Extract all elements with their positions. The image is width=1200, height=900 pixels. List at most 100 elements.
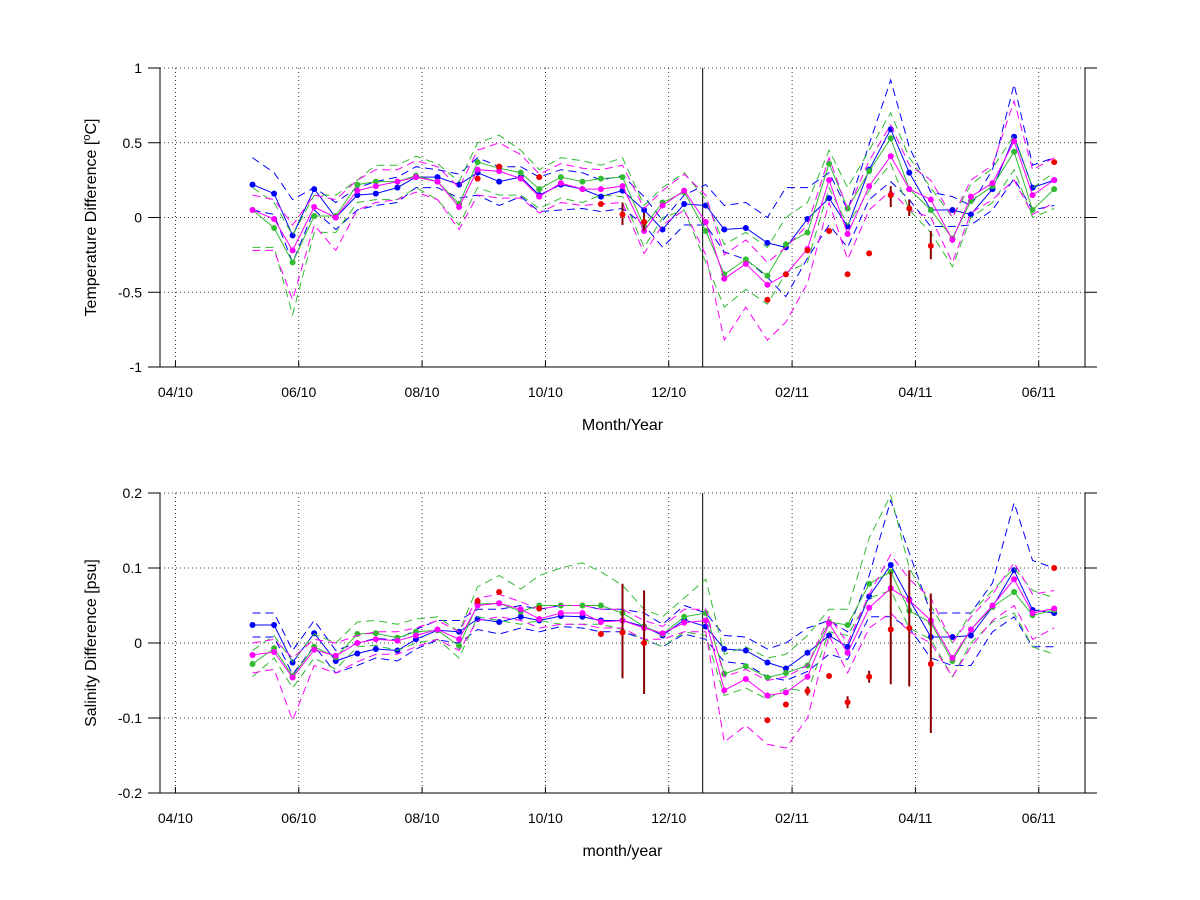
observation-point [536, 605, 543, 612]
series-blue-lower-bound [252, 616, 1055, 682]
series-green-point [927, 207, 934, 214]
series-magenta-point [659, 202, 666, 209]
y-axis-label-sup: o [81, 135, 93, 141]
series-magenta-point [249, 652, 256, 658]
series-magenta-point [906, 186, 913, 193]
x-tick-label: 04/11 [898, 810, 932, 826]
x-tick-label: 10/10 [528, 384, 563, 400]
y-axis-label-main: Temperature Difference [ [83, 140, 100, 316]
series-blue-point [967, 632, 974, 639]
y-tick-label: 1 [134, 60, 142, 76]
series-magenta-point [1029, 610, 1036, 616]
series-green-point [557, 174, 564, 181]
series-magenta-point [949, 236, 956, 243]
y-tick-label: -0.1 [118, 710, 142, 726]
series-green-point [517, 169, 524, 176]
observation-point [496, 163, 503, 170]
series-blue-point [289, 232, 296, 239]
series-magenta-point [354, 187, 361, 194]
series-magenta-point [702, 218, 709, 225]
series-blue-point [434, 174, 441, 181]
series-green-point [597, 175, 604, 182]
series-magenta-point [311, 646, 318, 653]
series-magenta-point [557, 610, 564, 616]
y-tick-label: -0.2 [118, 785, 142, 801]
series-green-point [826, 160, 833, 167]
series-magenta-point [742, 260, 749, 267]
temperature-panel: 04/10 06/10 08/10 10/10 12/10 02/11 04/11 06/11… [81, 60, 1097, 434]
series-green-point [702, 227, 709, 234]
series-magenta-point [681, 619, 688, 626]
series-blue-point [496, 178, 503, 185]
series-magenta-point [721, 687, 728, 694]
observation-point [887, 626, 894, 633]
series-blue-point [271, 622, 278, 628]
observation-point [619, 629, 626, 636]
series-magenta-point [496, 168, 503, 175]
series-green-point [804, 229, 811, 236]
series-magenta-point [271, 649, 278, 655]
observation-point [844, 699, 851, 706]
series-magenta-point [1051, 605, 1058, 612]
series-magenta-point [702, 617, 709, 624]
observation-point [764, 296, 771, 303]
x-tick-label: 04/10 [158, 810, 193, 826]
series-blue-point [271, 190, 278, 197]
series-blue-point [742, 224, 749, 231]
series-green-point [782, 670, 789, 676]
series-magenta-point [517, 606, 524, 613]
series-blue-point [906, 169, 913, 176]
series-blue-point [496, 619, 503, 625]
series-magenta-point [887, 153, 894, 160]
x-tick-label: 06/11 [1022, 384, 1056, 400]
x-tick-label: 02/11 [775, 384, 809, 400]
y-axis-label: Salinity Difference [psu] [83, 559, 100, 727]
series-green-point [1011, 148, 1018, 155]
series-magenta-point [557, 180, 564, 187]
series-green-point [681, 613, 688, 620]
observation-point [804, 247, 811, 254]
observation-point [804, 688, 811, 694]
series-blue-point [456, 181, 463, 188]
series-blue-point [782, 665, 789, 672]
observation-point [906, 625, 913, 631]
series-green-point [764, 272, 771, 279]
series-magenta-point [967, 193, 974, 200]
series-magenta-upper-bound [252, 553, 1055, 682]
series-magenta-point [764, 281, 771, 288]
series-green-lower-bound [252, 589, 1055, 700]
x-tick-label: 06/10 [281, 384, 316, 400]
series-magenta-point [289, 674, 296, 681]
series-magenta-point [311, 204, 318, 211]
series-blue-point [721, 226, 728, 233]
series-magenta-point [597, 619, 604, 625]
series-green-point [536, 186, 543, 193]
series-green-point [764, 674, 771, 681]
y-tick-label: -0.5 [118, 284, 142, 300]
series-blue-point [764, 239, 771, 246]
observation-point [866, 250, 873, 257]
series-magenta-point [1011, 576, 1018, 583]
x-tick-label: 10/10 [528, 810, 563, 826]
series-blue-point [597, 193, 604, 200]
series-blue-point [742, 647, 749, 654]
series-green-point [579, 602, 586, 609]
x-tick-label: 12/10 [651, 384, 686, 400]
observation-point [597, 201, 604, 208]
series-magenta-point [949, 655, 956, 661]
series-magenta-point [271, 215, 278, 222]
y-axis-label: Temperature Difference [oC] [81, 119, 100, 317]
series-blue-point [249, 181, 256, 188]
series-blue-point [641, 207, 648, 214]
observation-point [641, 218, 648, 225]
observation-point [927, 242, 934, 249]
series-magenta-line [252, 578, 1055, 697]
series-magenta-point [372, 636, 379, 643]
series-green-upper-bound [252, 493, 1055, 663]
series-magenta-point [804, 673, 811, 680]
series-green-point [782, 241, 789, 248]
series-blue-point [394, 184, 401, 191]
series-green-point [742, 663, 749, 670]
series-blue-point [372, 190, 379, 197]
observation-point [826, 673, 833, 679]
